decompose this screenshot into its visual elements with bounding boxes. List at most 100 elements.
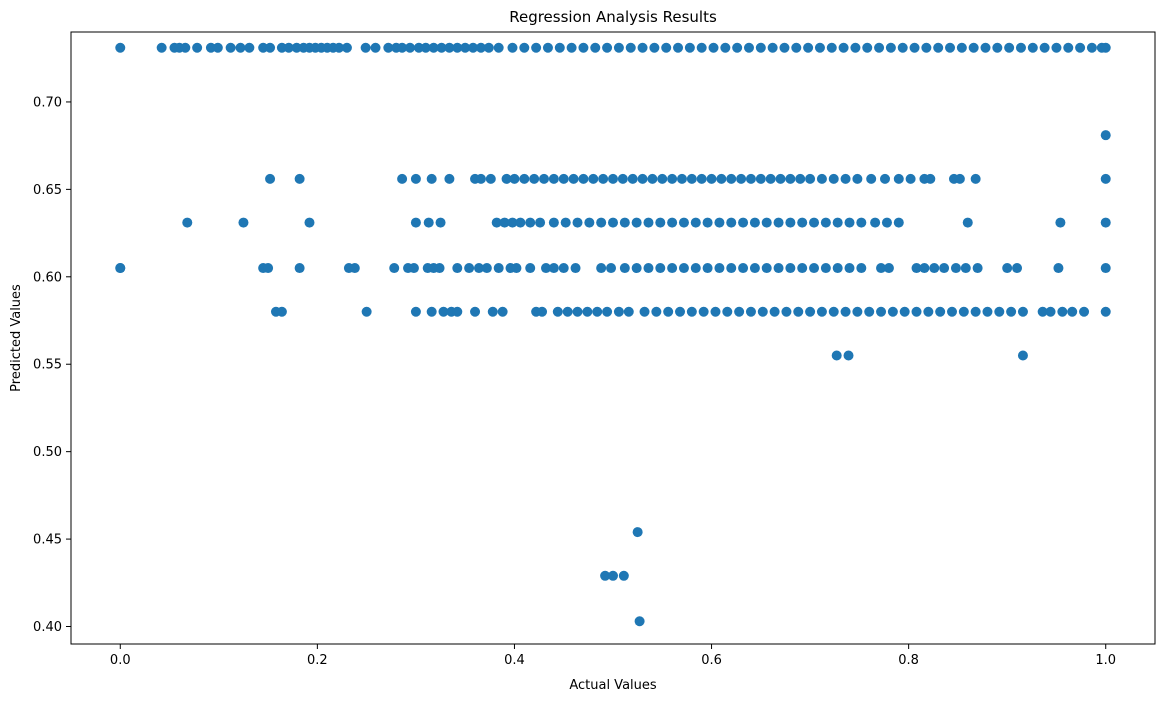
data-point [608, 173, 618, 184]
data-point [893, 217, 904, 228]
data-point [864, 306, 875, 317]
data-point [554, 42, 565, 53]
data-point [866, 173, 877, 184]
data-point [606, 263, 617, 274]
data-point [438, 306, 449, 317]
data-point [757, 306, 768, 317]
data-point [1100, 42, 1111, 53]
data-point [816, 306, 827, 317]
data-point [962, 217, 973, 228]
data-point [1057, 306, 1068, 317]
data-point [1063, 42, 1074, 53]
data-point [1100, 173, 1111, 184]
data-point [676, 173, 687, 184]
data-point [263, 263, 274, 274]
data-point [734, 306, 745, 317]
data-point [590, 42, 601, 53]
data-point [738, 263, 749, 274]
data-point [276, 306, 287, 317]
data-point [370, 42, 381, 53]
data-point [568, 173, 579, 184]
x-tick-label: 0.0 [110, 653, 131, 668]
data-point [647, 173, 658, 184]
data-point [420, 42, 431, 53]
data-point [765, 173, 776, 184]
data-point [244, 42, 255, 53]
data-point [529, 173, 540, 184]
y-tick-label: 0.70 [33, 95, 62, 110]
data-point [608, 217, 618, 228]
data-point [1006, 306, 1017, 317]
data-point [929, 263, 940, 274]
y-axis-label: Predicted Values [9, 284, 24, 392]
data-point [970, 306, 981, 317]
data-point [702, 217, 713, 228]
data-point [1086, 42, 1097, 53]
data-point [850, 42, 861, 53]
data-point [844, 263, 855, 274]
data-point [667, 263, 678, 274]
y-tick-label: 0.60 [33, 270, 62, 285]
data-point [678, 217, 689, 228]
data-point [710, 306, 721, 317]
data-point [905, 173, 916, 184]
data-point [497, 306, 508, 317]
data-point [619, 263, 630, 274]
data-point [939, 263, 950, 274]
data-point [775, 173, 786, 184]
data-point [608, 570, 618, 581]
data-point [732, 42, 743, 53]
data-point [785, 173, 796, 184]
data-point [618, 570, 629, 581]
data-point [115, 263, 126, 274]
data-point [294, 263, 305, 274]
data-point [947, 306, 957, 317]
data-point [623, 306, 634, 317]
data-point [341, 42, 352, 53]
data-point [856, 217, 867, 228]
data-point [773, 217, 784, 228]
data-point [755, 173, 766, 184]
data-point [602, 42, 613, 53]
data-point [1055, 217, 1066, 228]
x-tick-label: 1.0 [1095, 653, 1116, 668]
data-point [507, 42, 518, 53]
data-point [572, 217, 583, 228]
data-point [582, 306, 593, 317]
data-point [643, 217, 654, 228]
data-point [304, 217, 315, 228]
data-point [956, 42, 967, 53]
data-point [501, 173, 512, 184]
data-point [673, 42, 684, 53]
data-point [613, 42, 624, 53]
data-point [911, 263, 922, 274]
x-axis: 0.0 0.2 0.4 0.6 0.8 1.0 [110, 644, 1116, 668]
data-point [225, 42, 236, 53]
plot-frame [70, 31, 1156, 645]
data-point [722, 306, 733, 317]
data-point [726, 263, 737, 274]
data-point [548, 173, 559, 184]
data-point [294, 173, 305, 184]
data-point [698, 306, 709, 317]
data-point [180, 42, 191, 53]
data-point [667, 217, 678, 228]
data-point [935, 306, 946, 317]
data-point [793, 306, 804, 317]
data-point [558, 173, 569, 184]
data-point [426, 173, 437, 184]
data-point [435, 217, 446, 228]
data-point [562, 306, 573, 317]
data-point [535, 217, 546, 228]
data-point [708, 42, 719, 53]
data-point [923, 306, 934, 317]
data-point [805, 173, 816, 184]
data-point [826, 42, 837, 53]
data-point [115, 42, 126, 53]
data-point [1100, 217, 1111, 228]
data-point [743, 42, 754, 53]
data-point [552, 306, 563, 317]
data-point [706, 173, 717, 184]
